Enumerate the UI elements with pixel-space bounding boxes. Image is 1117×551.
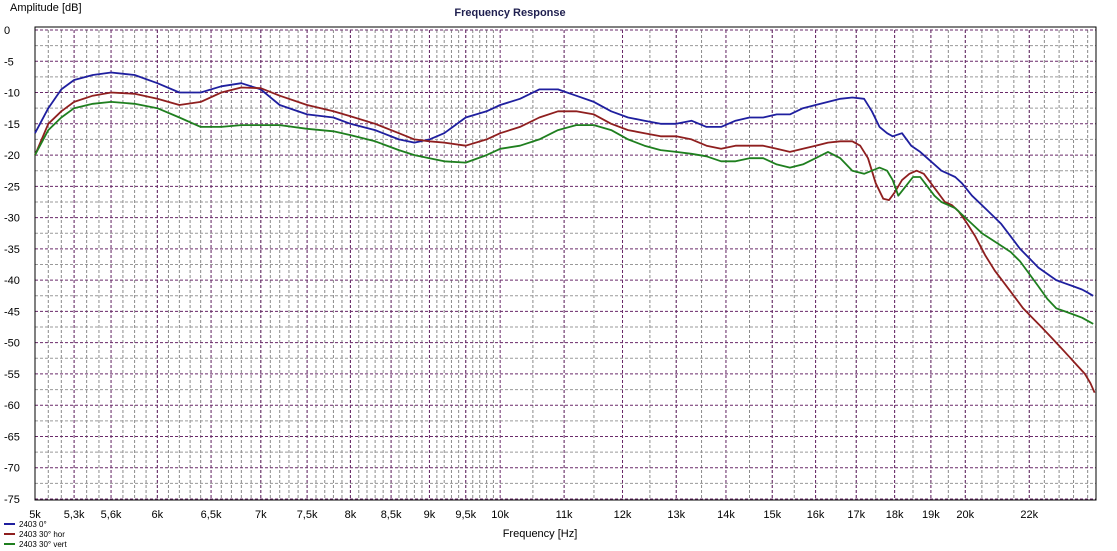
y-tick-label: -55 xyxy=(4,369,20,381)
x-tick-label: 11k xyxy=(556,509,573,521)
x-tick-label: 20k xyxy=(956,509,974,521)
x-tick-label: 16k xyxy=(807,509,825,521)
y-tick-label: -20 xyxy=(4,150,20,162)
y-tick-label: -45 xyxy=(4,306,20,318)
series-line-2 xyxy=(34,86,1096,394)
x-tick-label: 17k xyxy=(847,509,865,521)
x-tick-label: 7k xyxy=(255,509,267,521)
x-tick-label: 5k xyxy=(29,509,41,521)
y-tick-labels: 0 -5 -10 -15 -20 -25 -30 -35 -40 -45 -50 -55 -60 -65 -… xyxy=(4,25,20,506)
y-axis-title: Amplitude [dB] xyxy=(10,2,82,14)
x-tick-label: 9k xyxy=(424,509,436,521)
x-tick-label: 22k xyxy=(1020,509,1038,521)
series-line-1 xyxy=(34,71,1094,297)
x-tick-label: 8,5k xyxy=(381,509,402,521)
x-tick-label: 6k xyxy=(152,509,164,521)
y-tick-label: -15 xyxy=(4,119,20,131)
y-tick-label: -30 xyxy=(4,213,20,225)
x-tick-label: 18k xyxy=(886,509,904,521)
series-lines xyxy=(34,71,1096,394)
x-axis-title: Frequency [Hz] xyxy=(503,528,578,540)
y-tick-label: -65 xyxy=(4,431,20,443)
chart-title: Frequency Response xyxy=(454,7,565,19)
series-line-3 xyxy=(34,101,1094,325)
y-tick-label: -5 xyxy=(4,56,14,68)
y-tick-label: 0 xyxy=(4,25,10,37)
x-tick-label: 9,5k xyxy=(455,509,476,521)
x-tick-labels: 5k 5,3k 5,6k 6k 6,5k 7k 7,5k 8k 8,5k 9k 9,5k 10k 11k… xyxy=(29,509,1038,521)
x-tick-label: 13k xyxy=(667,509,685,521)
legend-label: 2403 30° vert xyxy=(19,540,67,549)
y-tick-label: -70 xyxy=(4,463,20,475)
legend-label: 2403 30° hor xyxy=(19,530,65,539)
y-tick-label: -60 xyxy=(4,400,20,412)
grid-lines xyxy=(34,29,1096,500)
x-tick-label: 7,5k xyxy=(297,509,318,521)
x-tick-label: 19k xyxy=(922,509,940,521)
y-tick-label: -10 xyxy=(4,88,20,100)
x-tick-label: 14k xyxy=(717,509,735,521)
y-tick-label: -50 xyxy=(4,338,20,350)
y-tick-label: -25 xyxy=(4,181,20,193)
x-tick-label: 15k xyxy=(763,509,781,521)
x-tick-label: 5,3k xyxy=(64,509,85,521)
x-tick-label: 8k xyxy=(345,509,357,521)
plot-area-frame xyxy=(34,26,1097,501)
y-tick-label: -40 xyxy=(4,275,20,287)
x-tick-label: 12k xyxy=(614,509,632,521)
y-tick-label: -75 xyxy=(4,494,20,506)
x-tick-label: 10k xyxy=(491,509,509,521)
x-tick-label: 6,5k xyxy=(201,509,222,521)
x-tick-label: 5,6k xyxy=(101,509,122,521)
y-tick-label: -35 xyxy=(4,244,20,256)
legend-label: 2403 0° xyxy=(19,520,47,529)
